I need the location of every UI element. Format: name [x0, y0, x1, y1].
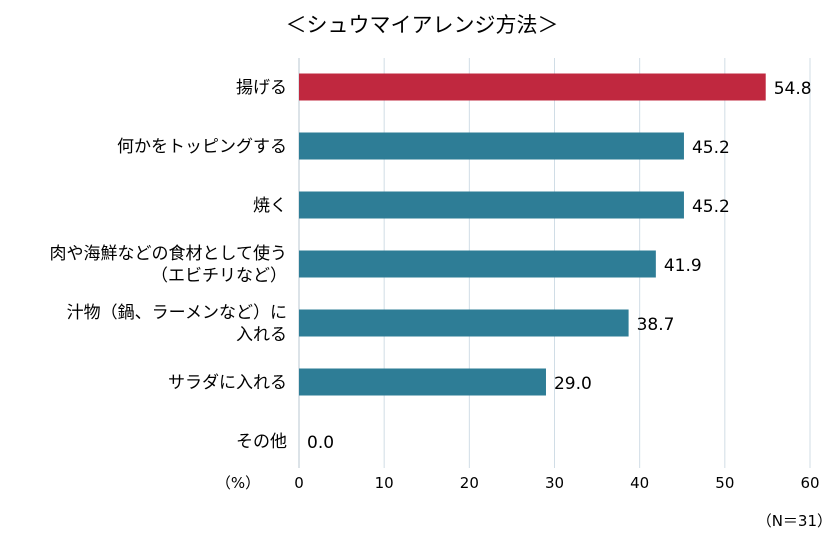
category-label: （エビチリなど） [151, 266, 287, 286]
category-label: 焼く [253, 196, 287, 216]
x-tick-label: 50 [715, 474, 734, 492]
bar [299, 191, 684, 219]
bar [299, 368, 546, 396]
value-label: 41.9 [664, 256, 702, 276]
value-label: 0.0 [307, 433, 334, 453]
category-label: 入れる [236, 325, 287, 345]
x-tick-label: 0 [294, 474, 304, 492]
value-label: 38.7 [637, 315, 675, 335]
sample-size-note: （N＝31） [757, 512, 832, 530]
category-label: サラダに入れる [168, 373, 287, 393]
bars [299, 73, 766, 396]
bar [299, 132, 684, 160]
category-label: その他 [236, 432, 287, 452]
bar [299, 309, 629, 337]
x-tick-label: 10 [375, 474, 394, 492]
category-label: 何かをトッピングする [117, 137, 287, 157]
chart-title: ＜シュウマイアレンジ方法＞ [286, 13, 559, 37]
bar [299, 73, 766, 101]
x-tick-label: 20 [460, 474, 479, 492]
x-tick-label: 30 [545, 474, 564, 492]
value-label: 54.8 [774, 79, 812, 99]
value-label: 29.0 [554, 374, 592, 394]
value-label: 45.2 [692, 138, 730, 158]
category-label: 汁物（鍋、ラーメンなど）に [67, 303, 287, 323]
category-label: 揚げる [236, 78, 287, 98]
unit-label: （%） [216, 474, 260, 492]
category-label: 肉や海鮮などの食材として使う [50, 243, 288, 264]
x-tick-label: 40 [630, 474, 649, 492]
x-tick-label: 60 [800, 474, 819, 492]
value-label: 45.2 [692, 197, 730, 217]
value-labels: 54.8 45.2 45.2 41.9 38.7 29.0 0.0 [307, 79, 812, 453]
x-axis-ticks: 0 10 20 30 40 50 60 [294, 474, 819, 492]
bar [299, 250, 656, 278]
